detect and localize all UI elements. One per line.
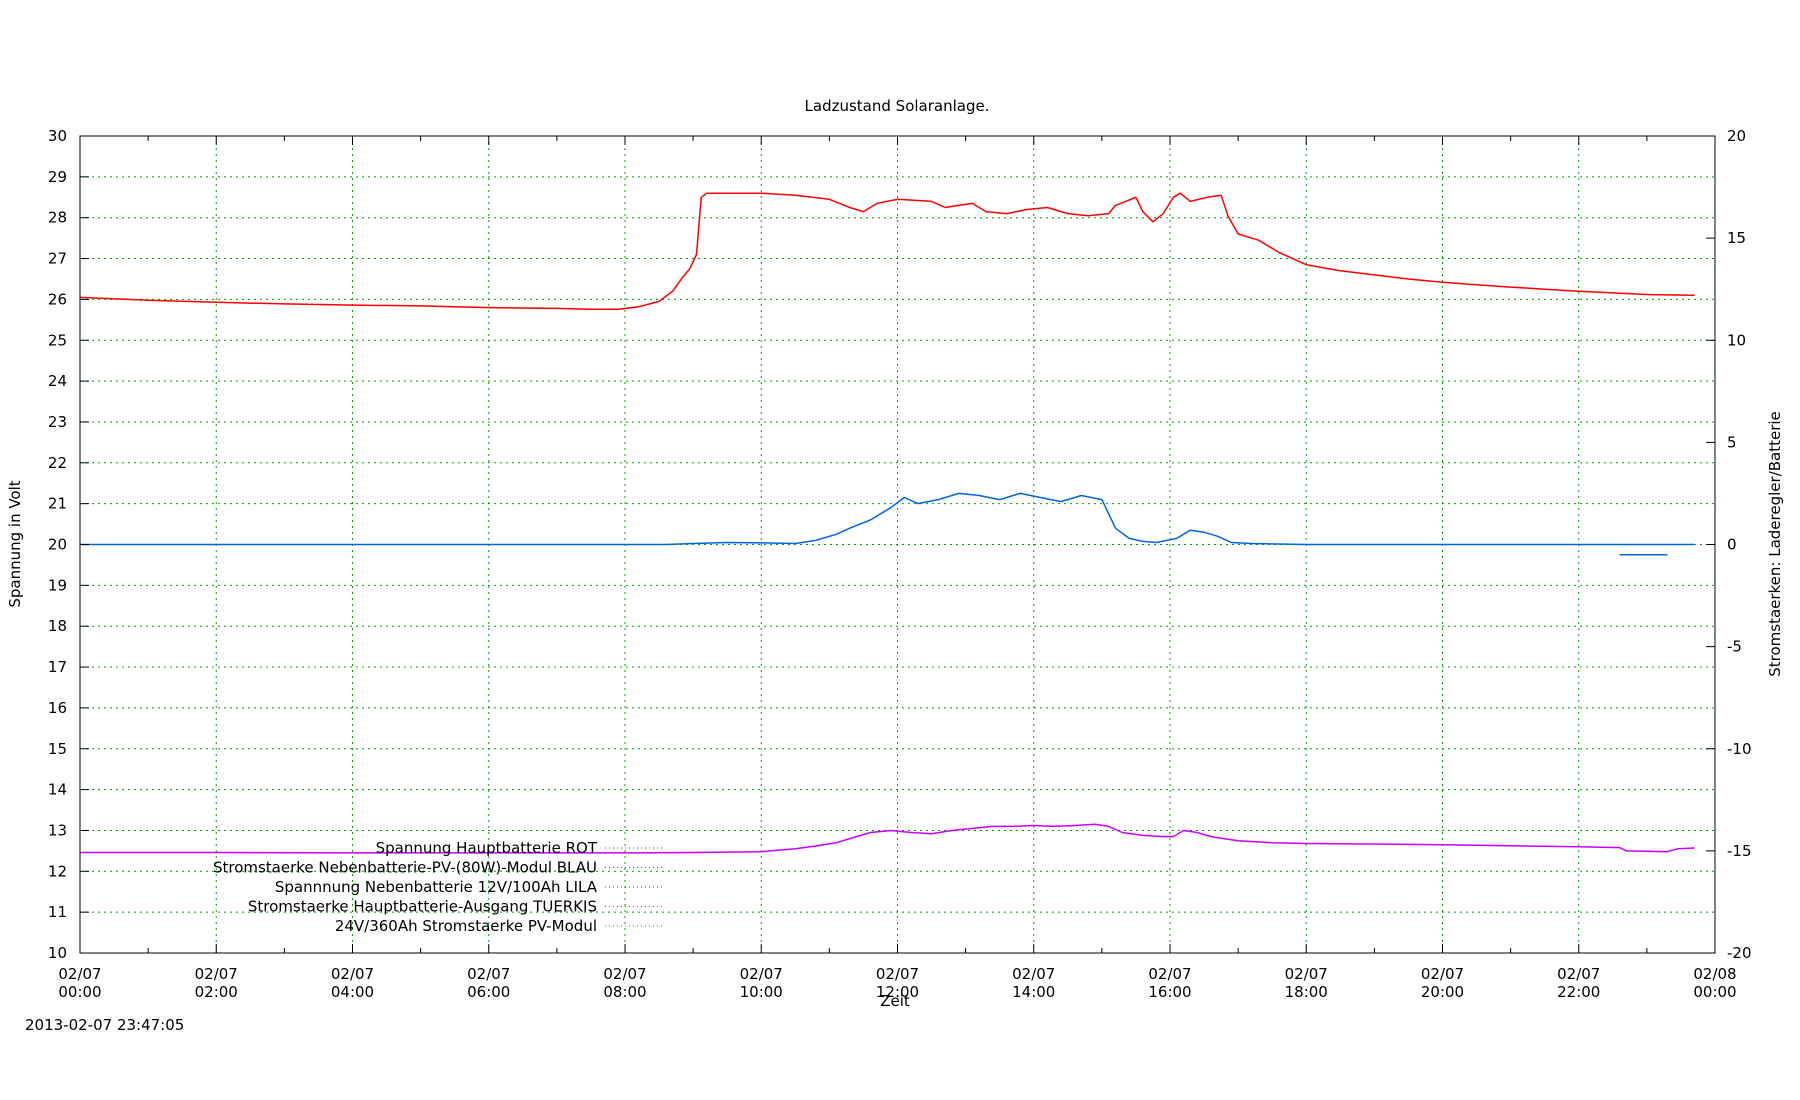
y-tick-label: 30 (48, 127, 67, 145)
x-tick-label-date: 02/07 (603, 965, 646, 983)
x-tick-label-time: 02:00 (195, 983, 238, 1001)
timestamp: 2013-02-07 23:47:05 (25, 1016, 184, 1034)
x-tick-label-time: 14:00 (1012, 983, 1055, 1001)
y-tick-label: 14 (48, 781, 67, 799)
y-tick-label: 26 (48, 290, 67, 308)
x-tick-label-time: 22:00 (1557, 983, 1600, 1001)
y-tick-label: 11 (48, 903, 67, 921)
y-tick-label: 20 (48, 536, 67, 554)
x-tick-label-date: 02/07 (467, 965, 510, 983)
x-axis-title: Zeit (880, 992, 910, 1010)
x-tick-label-date: 02/07 (876, 965, 919, 983)
legend-entry-1: Stromstaerke Nebenbatterie-PV-(80W)-Modu… (213, 859, 597, 877)
x-tick-label-time: 12:00 (876, 983, 919, 1001)
x-tick-label-time: 10:00 (740, 983, 783, 1001)
y-tick-label: 15 (48, 740, 67, 758)
x-tick-label-time: 04:00 (331, 983, 374, 1001)
y2-tick-label: 10 (1727, 331, 1746, 349)
y-axis-right: -20 -15 -10 -5 0 5 10 15 20 (1706, 127, 1752, 962)
y-tick-label: 12 (48, 862, 67, 880)
x-tick-label-date: 02/08 (1693, 965, 1736, 983)
y-axis-title: Spannung in Volt (6, 480, 24, 607)
series-line-1 (80, 492, 1695, 546)
y-tick-label: 10 (48, 944, 67, 962)
x-tick-label-date: 02/07 (1285, 965, 1328, 983)
x-tick-label-time: 18:00 (1285, 983, 1328, 1001)
y-tick-label: 22 (48, 454, 67, 472)
legend-entry-2: Spannnung Nebenbatterie 12V/100Ah LILA (275, 878, 598, 896)
x-tick-label-time: 20:00 (1421, 983, 1464, 1001)
y-tick-label: 29 (48, 168, 67, 186)
y2-tick-label: 20 (1727, 127, 1746, 145)
y-tick-label: 19 (48, 576, 67, 594)
y-tick-label: 18 (48, 617, 67, 635)
x-tick-label-time: 00:00 (58, 983, 101, 1001)
series-line-2 (80, 823, 1695, 854)
x-tick-label-date: 02/07 (1421, 965, 1464, 983)
x-tick-label-date: 02/07 (331, 965, 374, 983)
legend-entry-0: Spannung Hauptbatterie ROT (376, 839, 598, 857)
x-tick-label-time: 00:00 (1693, 983, 1736, 1001)
y2-tick-label: 5 (1727, 433, 1737, 451)
legend: Spannung Hauptbatterie ROT Stromstaerke N… (213, 839, 665, 935)
y-tick-label: 17 (48, 658, 67, 676)
x-tick-label-date: 02/07 (1148, 965, 1191, 983)
y-tick-label: 25 (48, 331, 67, 349)
y-tick-label: 13 (48, 821, 67, 839)
y-axis-left: 10 11 12 13 14 15 16 17 18 19 20 21 22 23 24 25 26 27 28 29… (48, 127, 89, 962)
x-tick-label-date: 02/07 (740, 965, 783, 983)
legend-entry-4: 24V/360Ah Stromstaerke PV-Modul (335, 917, 597, 935)
y-tick-label: 24 (48, 372, 67, 390)
x-tick-label-time: 16:00 (1148, 983, 1191, 1001)
x-tick-label-date: 02/07 (195, 965, 238, 983)
y2-tick-label: -20 (1727, 944, 1752, 962)
series-group (79, 192, 1695, 854)
y2-tick-label: 15 (1727, 229, 1746, 247)
chart-title: Ladzustand Solaranlage. (805, 97, 990, 115)
series-line-0 (79, 192, 1695, 310)
y2-axis-title: Stromstaerken: Laderegler/Batterie (1766, 411, 1784, 677)
x-axis: 02/0700:0002/0702:0002/0704:0002/0706:00… (58, 136, 1737, 1001)
y-tick-label: 28 (48, 209, 67, 227)
x-tick-label-date: 02/07 (1012, 965, 1055, 983)
y2-tick-label: -5 (1727, 638, 1742, 656)
y2-tick-label: -10 (1727, 740, 1752, 758)
legend-entry-3: Stromstaerke Hauptbatterie-Ausgang TUERK… (248, 898, 597, 916)
y-tick-label: 27 (48, 250, 67, 268)
x-tick-label-time: 06:00 (467, 983, 510, 1001)
y-tick-label: 21 (48, 495, 67, 513)
y-tick-label: 16 (48, 699, 67, 717)
x-tick-label-date: 02/07 (58, 965, 101, 983)
y2-tick-label: -15 (1727, 842, 1752, 860)
y2-tick-label: 0 (1727, 536, 1737, 554)
x-tick-label-time: 08:00 (603, 983, 646, 1001)
x-tick-label-date: 02/07 (1557, 965, 1600, 983)
y-tick-label: 23 (48, 413, 67, 431)
